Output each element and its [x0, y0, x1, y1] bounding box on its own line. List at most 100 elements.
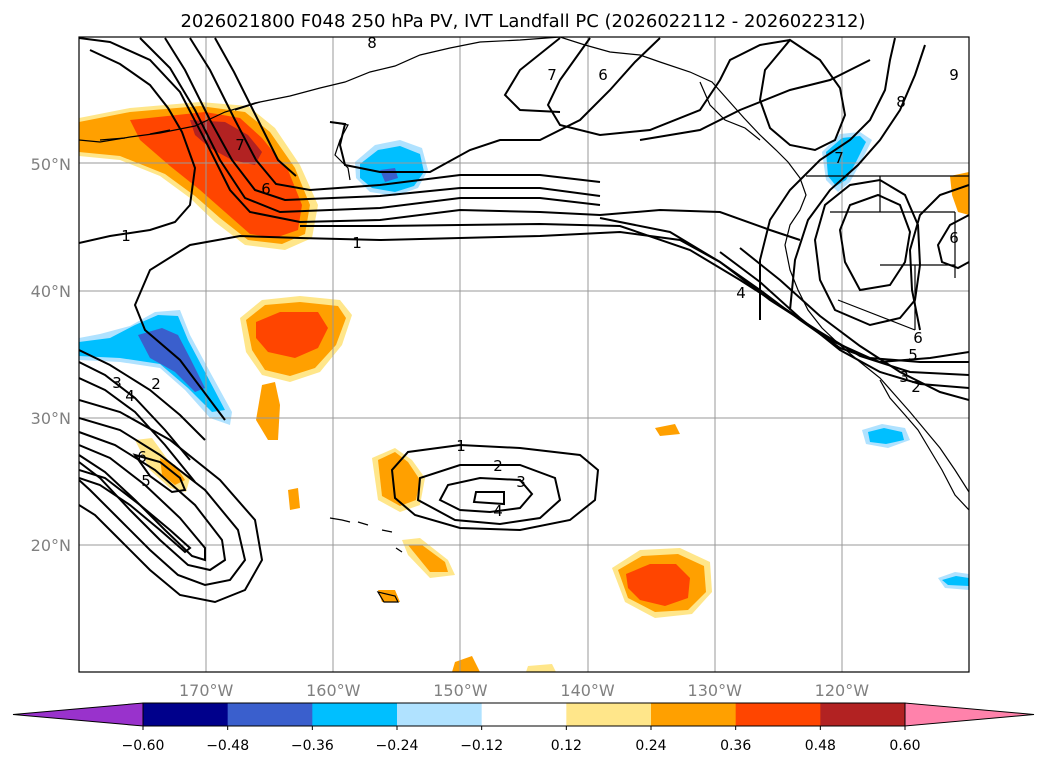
colorbar-tick-label: 0.36	[720, 738, 751, 754]
positive-pv-small-2	[655, 424, 680, 436]
lon-tick-label: 140°W	[560, 681, 615, 700]
colorbar-bin	[481, 703, 567, 726]
positive-pv-small-4	[452, 656, 480, 672]
map-frame	[78, 36, 970, 673]
lon-tick-label: 170°W	[179, 681, 234, 700]
contour-label: 6	[598, 66, 608, 84]
contours	[79, 37, 969, 604]
lat-tick-label: 30°N	[31, 409, 71, 428]
contour-ridge-6	[546, 37, 791, 137]
contour-label: 2	[911, 378, 921, 396]
colorbar-tick-label: −0.36	[291, 738, 334, 754]
colorbar-bin	[227, 703, 313, 726]
contour-label: 6	[137, 448, 147, 466]
lat-tick-label: 50°N	[31, 155, 71, 174]
contour-label: 3	[516, 473, 526, 491]
contour-trough-east-4	[838, 193, 912, 292]
contour-label: 8	[896, 93, 906, 111]
contour-label: 1	[352, 234, 362, 252]
contour-label: 3	[112, 374, 122, 392]
colorbar-bin	[566, 703, 652, 726]
contour-west-3	[79, 431, 227, 572]
colorbar-tick-label: 0.24	[635, 738, 666, 754]
contour-trough-east-6	[936, 214, 969, 270]
contour-label: 2	[151, 375, 161, 393]
positive-pv-small-5	[526, 664, 556, 672]
positive-pv-subtropical-red	[626, 564, 690, 606]
contour-label: 4	[493, 502, 503, 520]
contour-label: 5	[141, 472, 151, 490]
contour-trough-east-5	[908, 184, 969, 331]
lon-tick-label: 130°W	[688, 681, 743, 700]
contour-label: 6	[913, 329, 923, 347]
positive-pv-central-tail	[256, 382, 280, 440]
positive-pv-small-1	[288, 488, 300, 510]
contour-jet-1	[79, 37, 801, 241]
contour-trough-east-1	[759, 37, 896, 320]
negative-pv-bc-small-mid	[868, 428, 904, 444]
contour-west-2	[79, 417, 247, 587]
map-area: 1 1 1 2 3 4 2 3 4 6 5 4 7 6 8 7 9 6 6 5 …	[79, 34, 969, 672]
contour-labels: 1 1 1 2 3 4 2 3 4 6 5 4 7 6 8 7 9 6 6 5 …	[112, 34, 959, 520]
contour-trough-east-3	[813, 178, 922, 327]
alaska-south-coast	[559, 37, 969, 493]
contour-north-arc	[758, 38, 847, 152]
colorbar-bin	[312, 703, 398, 726]
contour-3-middle	[79, 217, 969, 461]
colorbar-frame	[142, 702, 906, 727]
lat-tick-label: 20°N	[31, 536, 71, 555]
contour-label: 1	[121, 227, 131, 245]
contour-1-north	[79, 49, 197, 244]
colorbar-bin	[651, 703, 737, 726]
contour-low-1	[390, 443, 600, 532]
colorbar-extend-low	[12, 702, 144, 727]
contour-west-1	[79, 399, 264, 604]
colorbar-extend-high	[904, 702, 1035, 727]
colorbar-bin	[820, 703, 906, 726]
contour-label: 4	[736, 284, 746, 302]
colorbar-tick-label: −0.24	[376, 738, 419, 754]
contour-label: 9	[949, 66, 959, 84]
contour-jet-4	[189, 37, 601, 192]
contour-1-middle	[133, 230, 969, 421]
contour-west-6	[132, 453, 187, 494]
contour-label: 7	[547, 66, 557, 84]
contour-west-5	[79, 469, 192, 554]
contour-label: 8	[367, 34, 377, 52]
lat-tick-label: 40°N	[31, 282, 71, 301]
positive-pv-hawaii-south-orange	[408, 545, 448, 572]
positive-pv-hawaii-orange	[378, 452, 420, 506]
contour-low-3	[438, 476, 534, 514]
contour-gulf	[329, 37, 661, 173]
contour-ridge-8	[639, 59, 871, 141]
contour-jet-5	[214, 37, 297, 177]
positive-pv-north-red	[130, 112, 302, 238]
colorbar-tick-label: 0.12	[551, 738, 582, 754]
colorbar-tick-label: 0.48	[805, 738, 836, 754]
hawaii-islands	[329, 517, 403, 603]
contour-5-middle	[739, 247, 969, 401]
positive-pv-north-dark	[190, 120, 262, 165]
colorbar-tick-label: −0.48	[206, 738, 249, 754]
contour-label: 7	[834, 149, 844, 167]
contour-label: 7	[235, 136, 245, 154]
colorbar-bin	[143, 703, 229, 726]
contour-jet-2	[139, 37, 601, 214]
chart-title: 2026021800 F048 250 hPa PV, IVT Landfall…	[180, 11, 865, 32]
baja-peninsula	[879, 379, 969, 511]
colorbar-labels: −0.60 −0.48 −0.36 −0.24 −0.12 0.12 0.24 0.36 0.4…	[122, 726, 921, 754]
bc-inland	[699, 81, 761, 141]
colorbar-bin	[397, 703, 483, 726]
contour-low-2	[416, 464, 562, 526]
lon-tick-label: 150°W	[433, 681, 488, 700]
lon-tick-label: 160°W	[306, 681, 361, 700]
alaska-coast	[79, 37, 561, 143]
longitude-labels: 170°W 160°W 150°W 140°W 130°W 120°W	[179, 681, 869, 700]
lon-tick-label: 120°W	[815, 681, 870, 700]
contour-trough-east-2	[789, 44, 926, 311]
negative-pv-dateline-core	[138, 328, 205, 392]
colorbar-tick-label: −0.60	[122, 738, 165, 754]
aleutians	[99, 101, 261, 141]
gridlines	[79, 37, 969, 672]
